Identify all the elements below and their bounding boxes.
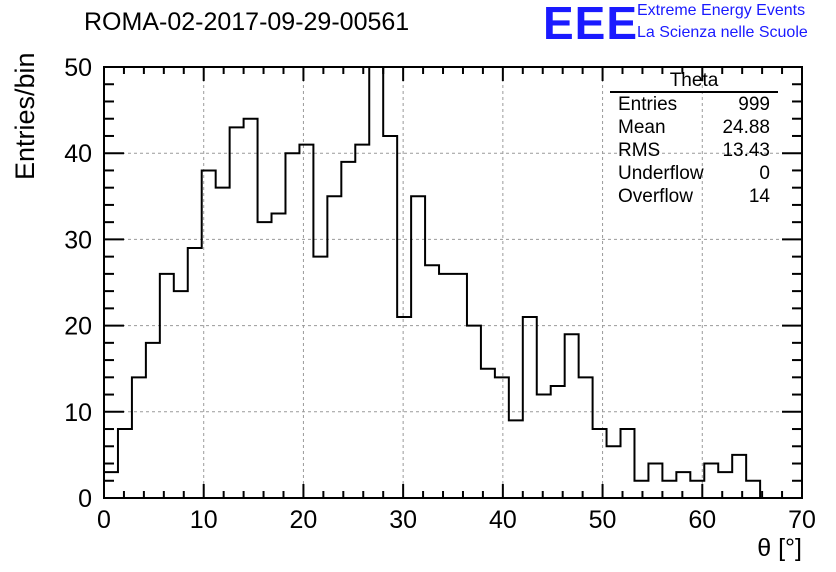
- y-tick-label: 30: [64, 226, 92, 254]
- chart-title: ROMA-02-2017-09-29-00561: [84, 8, 410, 36]
- stats-row-entries: Entries 999: [618, 94, 770, 115]
- eee-logo: EEE: [543, 0, 639, 49]
- y-tick-labels: 0 10 20 30 40 50: [64, 54, 92, 513]
- y-tick-label: 50: [64, 54, 92, 82]
- x-axis-label: θ [°]: [757, 534, 802, 562]
- x-tick-label: 70: [788, 506, 816, 534]
- histogram-outline: [103, 66, 802, 499]
- stats-box: Theta Entries 999 Mean 24.88 RMS 13.43 Unde…: [610, 70, 778, 208]
- y-tick-label: 20: [64, 313, 92, 341]
- axis-ticks: [103, 66, 803, 499]
- plot-frame: [103, 66, 803, 499]
- y-axis-label: Entries/bin: [10, 52, 40, 180]
- logo-line-1: Extreme Energy Events: [637, 2, 806, 19]
- grid-lines: [104, 67, 802, 498]
- y-tick-label: 40: [64, 140, 92, 168]
- x-tick-label: 10: [190, 506, 218, 534]
- x-tick-label: 50: [589, 506, 617, 534]
- x-tick-label: 40: [489, 506, 517, 534]
- stats-row-mean: Mean 24.88: [618, 117, 770, 138]
- stats-row-underflow: Underflow 0: [618, 163, 770, 184]
- y-tick-label: 0: [78, 485, 92, 513]
- logo-line-2: La Scienza nelle Scuole: [637, 24, 808, 41]
- x-tick-labels: 0 10 20 30 40 50 60 70: [97, 506, 816, 534]
- x-tick-label: 0: [97, 506, 111, 534]
- y-tick-label: 10: [64, 399, 92, 427]
- stats-title: Theta: [610, 70, 778, 93]
- x-tick-label: 30: [389, 506, 417, 534]
- x-tick-label: 60: [688, 506, 716, 534]
- stats-row-overflow: Overflow 14: [618, 186, 770, 207]
- x-tick-label: 20: [290, 506, 318, 534]
- stats-row-rms: RMS 13.43: [618, 140, 770, 161]
